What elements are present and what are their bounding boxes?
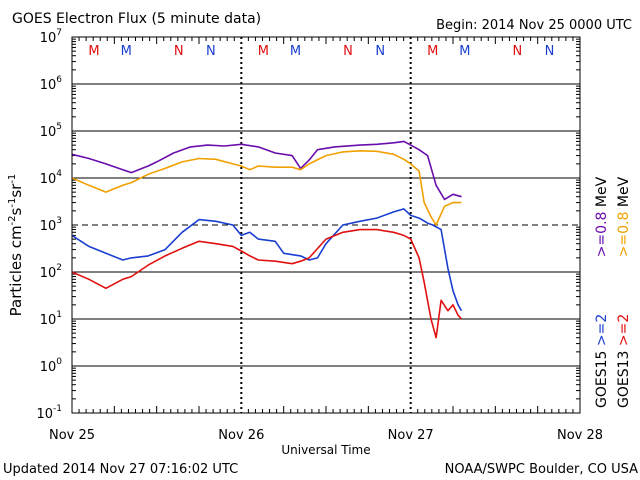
updated-timestamp: Updated 2014 Nov 27 07:16:02 UTC: [3, 462, 238, 477]
y-axis-label: Particles cm-2s-1sr-1: [7, 174, 25, 317]
y-axis-label-main: Particles cm: [7, 225, 25, 316]
y-axis-label-exp2: -1: [7, 198, 18, 208]
series-line: [71, 150, 462, 226]
series-line: [71, 208, 463, 312]
y-tick-label: 100: [40, 357, 63, 375]
y-tick-exponent: 2: [56, 263, 62, 273]
plot-grid: [72, 37, 580, 413]
y-tick-label: 105: [40, 122, 62, 140]
mn-marker: M: [88, 44, 99, 59]
y-tick-label: 103: [40, 216, 62, 234]
legend-satellite: GOES15: [594, 346, 610, 408]
legend-entry: >=0.8: [594, 207, 610, 257]
legend-entry: >=2: [616, 309, 632, 346]
y-tick-exponent: 5: [56, 122, 62, 132]
mn-marker: N: [206, 44, 216, 59]
y-tick-base: 10: [36, 407, 53, 422]
mn-marker: N: [375, 44, 385, 59]
x-tick-label: Nov 28: [557, 428, 603, 443]
mn-marker: M: [290, 44, 301, 59]
y-tick-label: 10-1: [36, 404, 62, 422]
y-tick-exponent: 1: [56, 310, 62, 320]
plot-frame: [71, 36, 581, 414]
x-tick-label: Nov 26: [218, 428, 264, 443]
y-tick-label: 104: [40, 169, 63, 187]
series-lines: [71, 140, 463, 339]
mn-marker: M: [427, 44, 438, 59]
y-tick-exponent: 3: [56, 216, 62, 226]
y-axis-label-exp3: -1: [7, 174, 18, 184]
legend-entry: >=2: [594, 309, 610, 346]
legend-unit: MeV: [594, 176, 610, 207]
y-tick-base: 10: [40, 360, 57, 375]
x-axis-ticks: Nov 25 Nov 26 Nov 27 Nov 28: [49, 37, 603, 443]
y-tick-base: 10: [40, 219, 57, 234]
y-tick-label: 106: [40, 75, 63, 93]
y-tick-label: 107: [40, 28, 62, 46]
mn-marker: M: [459, 44, 470, 59]
y-tick-base: 10: [40, 125, 57, 140]
y-tick-label: 101: [40, 310, 62, 328]
y-tick-exponent: 7: [56, 28, 62, 38]
y-tick-base: 10: [40, 266, 57, 281]
legend-entry: >=0.8: [616, 207, 632, 257]
legend-column: GOES15 >=2 >=0.8 MeV: [594, 176, 610, 408]
y-axis-label-exp1: -2: [7, 215, 18, 225]
credit: NOAA/SWPC Boulder, CO USA: [445, 462, 638, 477]
mn-marker: N: [174, 44, 184, 59]
y-tick-exponent: -1: [53, 404, 62, 414]
x-axis-label: Universal Time: [281, 443, 370, 457]
legend-satellite: GOES13: [616, 346, 632, 408]
x-tick-label: Nov 27: [388, 428, 434, 443]
y-tick-exponent: 6: [56, 75, 62, 85]
y-tick-base: 10: [40, 31, 57, 46]
legend-column: GOES13 >=2 >=0.8 MeV: [616, 176, 632, 408]
mn-marker: N: [343, 44, 353, 59]
y-axis-label-mid1: s: [7, 207, 25, 215]
legend-unit: MeV: [616, 176, 632, 207]
chart-title: GOES Electron Flux (5 minute data): [12, 11, 261, 27]
y-tick-base: 10: [40, 313, 57, 328]
y-tick-base: 10: [40, 172, 57, 187]
series-line: [71, 228, 463, 339]
begin-date: Begin: 2014 Nov 25 0000 UTC: [436, 18, 632, 33]
y-tick-exponent: 4: [56, 169, 62, 179]
y-tick-label: 102: [40, 263, 62, 281]
mn-marker: N: [512, 44, 522, 59]
y-tick-base: 10: [40, 78, 57, 93]
series-line: [71, 140, 462, 201]
y-tick-exponent: 0: [56, 357, 62, 367]
mn-marker: M: [258, 44, 269, 59]
x-tick-label: Nov 25: [49, 428, 95, 443]
mn-marker: M: [121, 44, 132, 59]
y-axis-label-mid2: sr: [7, 183, 25, 198]
mn-marker: N: [545, 44, 555, 59]
